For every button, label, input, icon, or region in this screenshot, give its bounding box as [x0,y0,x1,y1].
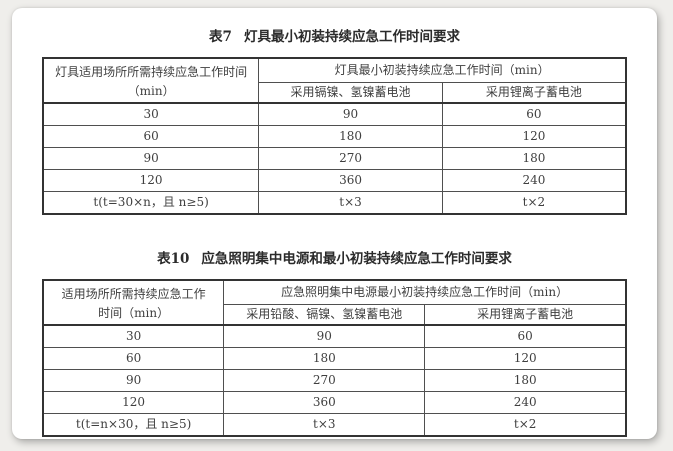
table-row: t(t=30×n，且 n≥5) t×3 t×2 [42,191,627,215]
table-cell: 180 [223,347,426,370]
table-cell: 60 [441,102,627,126]
table10-span-header: 应急照明集中电源最小初装持续应急工作时间（min） [223,279,627,305]
table10-header-row-1: 适用场所所需持续应急工作 时间（min） 应急照明集中电源最小初装持续应急工作时… [42,279,627,326]
table-row: 120 360 240 [42,391,627,414]
table7-span-header: 灯具最小初装持续应急工作时间（min） [258,57,627,83]
table10: 适用场所所需持续应急工作 时间（min） 应急照明集中电源最小初装持续应急工作时… [42,279,627,437]
table10-header-row-2: 采用铅酸、镉镍、氢镍蓄电池 采用锂离子蓄电池 [43,304,627,326]
table-cell: 90 [258,102,443,126]
table-row: 60 180 120 [42,347,627,370]
table-row: 90 270 180 [42,369,627,392]
table7-header-row-2: 采用镉镍、氢镍蓄电池 采用锂离子蓄电池 [43,82,627,104]
table-cell: t(t=30×n，且 n≥5) [42,191,260,215]
table7-col1-header-line2: （min） [127,83,175,98]
table7-col1-header: 灯具适用场所所需持续应急工作时间 （min） [42,57,260,104]
table-cell: 120 [424,347,627,370]
table-cell: 120 [42,391,225,414]
table-cell: 60 [42,125,260,148]
table-cell: 120 [42,169,260,192]
table-cell: 240 [424,391,627,414]
table7-header-row-1: 灯具适用场所所需持续应急工作时间 （min） 灯具最小初装持续应急工作时间（mi… [42,57,627,104]
table10-title: 表10 应急照明集中电源和最小初装持续应急工作时间要求 [12,215,657,267]
table-cell: 30 [42,102,260,126]
table-row: 60 180 120 [42,125,627,148]
table-cell: 30 [42,324,225,348]
table-row: 30 90 60 [42,102,627,126]
table-cell: t×2 [441,191,627,215]
table7: 灯具适用场所所需持续应急工作时间 （min） 灯具最小初装持续应急工作时间（mi… [42,57,627,215]
table-cell: 60 [424,324,627,348]
table10-subheader-battery-2: 采用锂离子蓄电池 [424,304,627,326]
table7-title-label: 表7 [209,29,232,45]
table-cell: 180 [258,125,443,148]
table-cell: t(t=n×30，且 n≥5) [42,413,225,437]
table-cell: t×2 [424,413,627,437]
table7-title-text: 灯具最小初装持续应急工作时间要求 [243,29,460,45]
table-cell: 90 [42,147,260,170]
table-row: 90 270 180 [42,147,627,170]
table-cell: t×3 [258,191,443,215]
table-cell: 120 [441,125,627,148]
table10-col1-header: 适用场所所需持续应急工作 时间（min） [42,279,225,326]
document-card: 表7 灯具最小初装持续应急工作时间要求 灯具适用场所所需持续应急工作时间 （min… [12,8,657,439]
table10-title-label: 表10 [157,251,190,267]
table7-subheader-battery-2: 采用锂离子蓄电池 [441,82,627,104]
table-cell: 180 [424,369,627,392]
table7-title: 表7 灯具最小初装持续应急工作时间要求 [12,8,657,45]
table-row: t(t=n×30，且 n≥5) t×3 t×2 [42,413,627,437]
table-cell: 270 [223,369,426,392]
table-cell: 270 [258,147,443,170]
table10-col1-header-line2: 时间（min） [98,305,170,320]
table-row: 120 360 240 [42,169,627,192]
table-row: 30 90 60 [42,324,627,348]
table10-title-text: 应急照明集中电源和最小初装持续应急工作时间要求 [201,251,512,267]
table-cell: 360 [223,391,426,414]
table-cell: 90 [42,369,225,392]
table-cell: 180 [441,147,627,170]
table-cell: 240 [441,169,627,192]
table-cell: t×3 [223,413,426,437]
table10-subheader-battery-1: 采用铅酸、镉镍、氢镍蓄电池 [223,304,426,326]
table-cell: 60 [42,347,225,370]
table7-col1-header-line1: 灯具适用场所所需持续应急工作时间 [55,64,248,79]
table-cell: 90 [223,324,426,348]
table10-col1-header-line1: 适用场所所需持续应急工作 [61,286,206,301]
table-cell: 360 [258,169,443,192]
table7-subheader-battery-1: 采用镉镍、氢镍蓄电池 [258,82,443,104]
